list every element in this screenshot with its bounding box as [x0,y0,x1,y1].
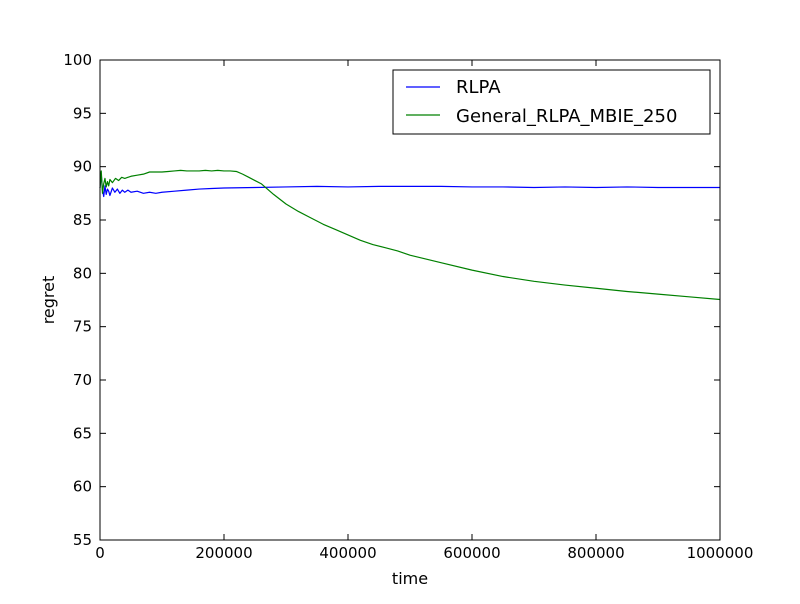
x-axis-ticks: 0 200000 400000 600000 800000 1000000 [95,60,753,562]
y-tick-label-5: 80 [73,264,92,282]
y-tick-label-2: 65 [73,424,92,442]
y-tick-label-8: 95 [73,104,92,122]
general-rlpa-mbie-series-line [99,169,721,301]
y-axis-ticks: 55 60 65 70 75 80 85 90 95 100 [63,51,720,549]
x-tick-label-0: 0 [95,544,105,562]
x-tick-label-4: 800000 [567,544,624,562]
plot-background [100,60,720,540]
y-tick-label-0: 55 [73,531,92,549]
legend-rlpa-label: RLPA [456,77,501,98]
y-axis-label: regret [39,276,58,325]
x-axis-label: time [392,569,428,588]
x-tick-label-5: 1000000 [687,544,754,562]
x-tick-label-3: 600000 [443,544,500,562]
series-layer [99,169,721,301]
legend: RLPA General_RLPA_MBIE_250 [392,69,711,135]
plot-area [100,60,720,540]
y-tick-label-4: 75 [73,318,92,336]
y-tick-label-3: 70 [73,371,92,389]
legend-box [392,69,711,135]
y-tick-label-9: 100 [63,51,92,69]
y-tick-label-1: 60 [73,478,92,496]
rlpa-series-line [99,173,720,198]
x-tick-label-2: 400000 [319,544,376,562]
y-tick-label-7: 90 [73,158,92,176]
y-tick-label-6: 85 [73,211,92,229]
legend-general-rlpa-mbie-label: General_RLPA_MBIE_250 [456,106,677,127]
x-tick-label-1: 200000 [195,544,252,562]
plot-frame [99,59,721,541]
